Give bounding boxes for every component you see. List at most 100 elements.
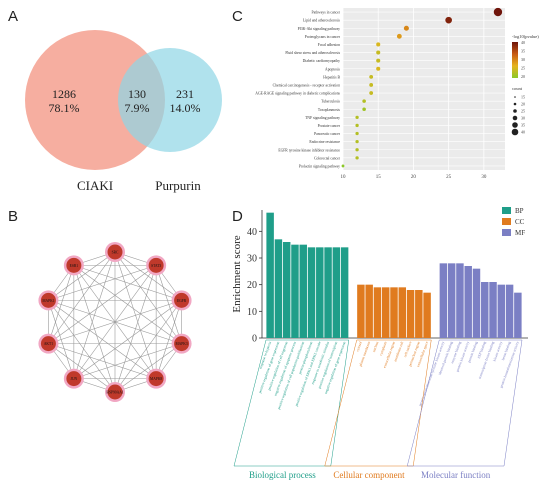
go-term-label: membrane raft: [393, 341, 404, 362]
kegg-size-swatch: [512, 115, 518, 121]
venn-left-pct: 78.1%: [49, 101, 80, 115]
go-legend-label: BP: [515, 207, 524, 215]
go-term-label: plasma membrane: [358, 341, 371, 367]
go-legend-swatch: [502, 218, 511, 225]
kegg-size-tick: 30: [521, 116, 525, 121]
node-circle: [66, 257, 82, 273]
kegg-category-label: Diabetic cardiomyopathy: [303, 59, 341, 63]
kegg-size-tick: 40: [521, 130, 525, 135]
go-term-label: extracellular space: [416, 341, 429, 368]
kegg-category-label: Endocrine resistance: [309, 140, 340, 144]
kegg-category-label: EGFR tyrosine kinase inhibitor resistanc…: [278, 148, 340, 152]
node-circle: [174, 292, 190, 308]
go-y-tick: 10: [247, 307, 257, 318]
go-term-label: positive regulation of cell population p…: [277, 341, 305, 410]
kegg-x-tick: 15: [376, 175, 382, 180]
kegg-category-label: AGE-RAGE signaling pathway in diabetic c…: [255, 92, 340, 96]
kegg-color-bar: [512, 42, 518, 78]
kegg-size-swatch: [513, 102, 517, 106]
go-bar: [497, 284, 506, 338]
kegg-legend-color-title: -log10(pvalue): [512, 34, 539, 39]
go-y-tick: 0: [252, 334, 257, 345]
go-bar: [299, 244, 307, 338]
kegg-x-tick: 30: [481, 175, 487, 180]
go-term-label: positive regulation of cell migration: [267, 341, 289, 391]
go-legend-swatch: [502, 229, 511, 236]
go-bar: [481, 282, 489, 338]
go-bar: [332, 247, 341, 338]
go-bar: [340, 247, 349, 338]
go-bar: [398, 287, 407, 338]
go-term-label: cytoplasm: [379, 341, 388, 356]
go-group-box: [233, 339, 350, 467]
go-term-label: positive regulation of gene expression: [258, 341, 281, 394]
network-edge: [48, 265, 75, 344]
go-term-label: negative regulation of apoptotic process: [273, 340, 297, 396]
go-term-label: nucleus: [372, 340, 380, 352]
kegg-category-label: Pancreatic cancer: [314, 132, 341, 136]
node-circle: [107, 384, 123, 400]
go-bar: [456, 263, 464, 338]
kegg-bubble: [369, 91, 374, 95]
node-label: MAPK8: [150, 377, 162, 381]
kegg-bubble: [376, 50, 381, 55]
go-bar: [472, 268, 481, 338]
go-bar: [447, 263, 456, 338]
kegg-bubble: [493, 7, 503, 17]
network-edge: [48, 300, 75, 379]
go-term-label: response to xenobiotic stimulus: [311, 340, 330, 385]
network-node: STAT3: [146, 255, 167, 276]
go-bar: [274, 239, 283, 338]
kegg-size-swatch: [513, 109, 517, 113]
node-label: EGFR: [177, 299, 187, 303]
go-legend-label: CC: [515, 218, 525, 226]
node-circle: [148, 371, 164, 387]
ppi-network: SRC STAT3 EGFR MAPK3 MAPK8 HSP90AA1 JUN AKT1 MAP…: [38, 242, 192, 402]
kegg-size-tick: 35: [521, 123, 525, 128]
kegg-bubble: [369, 83, 374, 87]
kegg-bubble: [355, 131, 359, 136]
kegg-category-label: Chemical carcinogenesis - receptor activ…: [273, 83, 341, 87]
kegg-size-tick: 15: [521, 95, 525, 100]
kegg-category-label: Fluid shear stress and atherosclerosis: [285, 51, 340, 55]
go-bar: [266, 212, 274, 338]
network-node: JUN: [63, 368, 84, 389]
panel-label-d: D: [232, 208, 243, 225]
go-group-box: [406, 339, 523, 467]
network-edge: [48, 343, 116, 393]
go-bar: [464, 266, 472, 338]
kegg-category-label: Focal adhesion: [318, 43, 340, 47]
network-nodes: SRC STAT3 EGFR MAPK3 MAPK8 HSP90AA1 JUN AKT1 MAP…: [38, 242, 192, 402]
go-plot-area: 0 10 20 30 40 Enrichment score response to hyp…: [231, 207, 528, 480]
kegg-size-swatch: [511, 128, 519, 136]
kegg-x-tick: 20: [411, 175, 417, 180]
go-term-label: extracellular region: [383, 341, 396, 369]
node-label: HSP90AA1: [106, 391, 123, 395]
kegg-category-label: Hepatitis B: [323, 75, 340, 79]
go-bar: [415, 290, 423, 338]
kegg-color-tick: 40: [521, 40, 525, 45]
kegg-bubble: [403, 25, 409, 31]
go-term-label: protein binding: [467, 341, 478, 363]
go-bar: [373, 287, 382, 338]
kegg-bubble: [376, 66, 381, 71]
go-term-label: perinuclear region: [408, 341, 421, 367]
go-bar: [357, 284, 365, 338]
venn-diagram: 1286 78.1% 130 7.9% 231 14.0% CIAKI Purp…: [25, 30, 222, 193]
venn-circle-right: [118, 48, 222, 152]
go-group-label: Biological process: [249, 470, 316, 480]
kegg-bubble: [362, 107, 366, 112]
node-label: STAT3: [151, 264, 161, 268]
node-circle: [174, 336, 190, 352]
kegg-bubble: [355, 139, 359, 144]
kegg-bubble: [396, 33, 402, 39]
kegg-color-tick: 20: [521, 74, 525, 79]
venn-overlap-pct: 7.9%: [125, 101, 150, 115]
go-bar: [365, 284, 373, 338]
go-term-label: positive regulation of ERK1 and ERK2 cas…: [294, 341, 321, 407]
kegg-bubble: [445, 16, 452, 24]
go-bar: [439, 263, 448, 338]
go-y-tick: 20: [247, 280, 257, 291]
kegg-size-tick: 25: [521, 109, 525, 114]
go-bar: [307, 247, 316, 338]
